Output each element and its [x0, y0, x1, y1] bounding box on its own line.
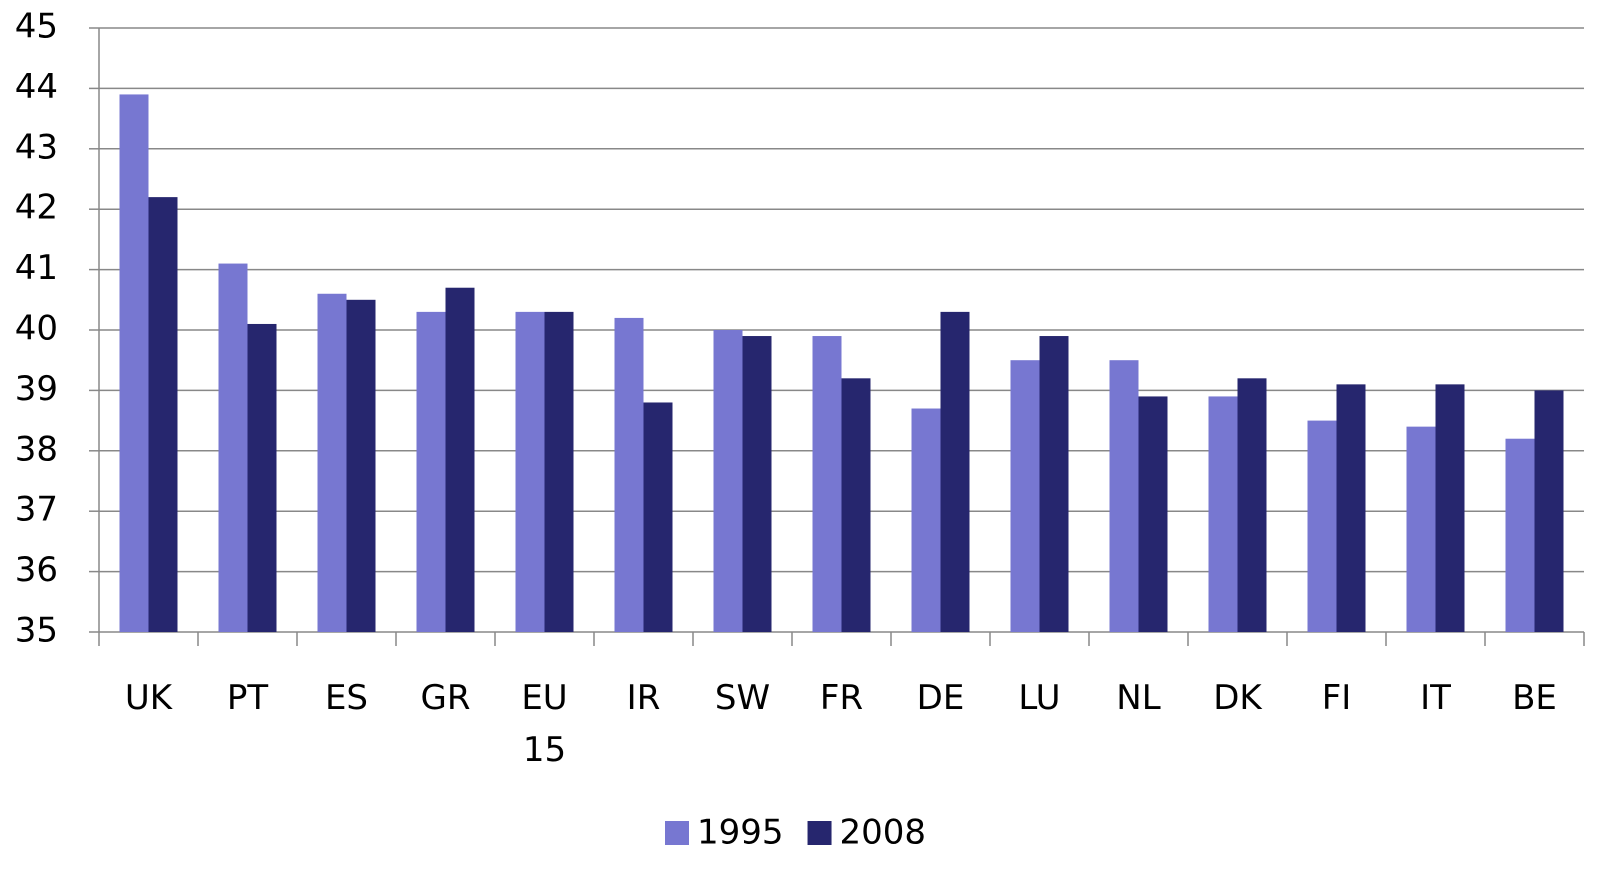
x-tick-label: DK: [1213, 678, 1262, 718]
bar: [742, 336, 772, 632]
bar: [515, 311, 545, 632]
x-tick-label: LU: [1018, 678, 1061, 718]
y-tick-label: 38: [15, 429, 58, 469]
x-tick-label: DE: [916, 678, 965, 718]
bar: [317, 293, 347, 632]
x-tick-label: PT: [226, 678, 269, 718]
bar: [1010, 360, 1040, 632]
bar: [346, 299, 376, 632]
bar: [1109, 360, 1139, 632]
x-tick-label: GR: [420, 678, 471, 718]
x-tick-label: SW: [714, 678, 771, 718]
legend-swatch: [665, 821, 689, 845]
legend-label: 2008: [840, 813, 927, 853]
bar: [1336, 384, 1366, 632]
x-tick-label: FI: [1321, 678, 1352, 718]
bar: [911, 408, 941, 632]
legend-label: 1995: [697, 813, 784, 853]
bar: [148, 197, 178, 632]
y-tick-label: 44: [15, 67, 58, 107]
y-tick-label: 35: [15, 611, 58, 651]
bar: [1208, 396, 1238, 632]
bar: [416, 311, 446, 632]
y-tick-label: 39: [15, 369, 58, 409]
bar: [812, 336, 842, 632]
bar: [1406, 426, 1436, 632]
y-tick-label: 41: [15, 248, 58, 288]
bar: [1435, 384, 1465, 632]
bar: [1138, 396, 1168, 632]
legend-swatch: [807, 821, 832, 845]
bar: [1534, 390, 1564, 632]
x-tick-label: ES: [324, 678, 369, 718]
bar: [1505, 438, 1535, 632]
bar: [1039, 336, 1069, 632]
x-tick-label: NL: [1116, 678, 1161, 718]
bar: [1237, 378, 1267, 632]
bar: [643, 402, 673, 632]
x-tick-label: BE: [1512, 678, 1557, 718]
y-tick-label: 43: [15, 127, 58, 167]
bar: [841, 378, 871, 632]
bar: [614, 317, 644, 632]
x-tick-label: EU 15: [521, 678, 568, 770]
bar: [247, 323, 277, 632]
bar: [445, 287, 475, 632]
bar: [713, 330, 743, 632]
x-tick-label: IT: [1420, 678, 1451, 718]
y-tick-label: 36: [15, 550, 58, 590]
x-tick-label: IR: [626, 678, 661, 718]
y-tick-label: 40: [15, 309, 58, 349]
y-tick-label: 45: [15, 7, 58, 47]
x-tick-label: UK: [124, 678, 173, 718]
x-tick-label: FR: [819, 678, 864, 718]
bar: [544, 311, 574, 632]
bar: [218, 263, 248, 632]
y-tick-label: 37: [15, 490, 58, 530]
bar: [1307, 420, 1337, 632]
bar: [940, 311, 970, 632]
bar: [119, 94, 149, 632]
y-tick-label: 42: [15, 188, 58, 228]
